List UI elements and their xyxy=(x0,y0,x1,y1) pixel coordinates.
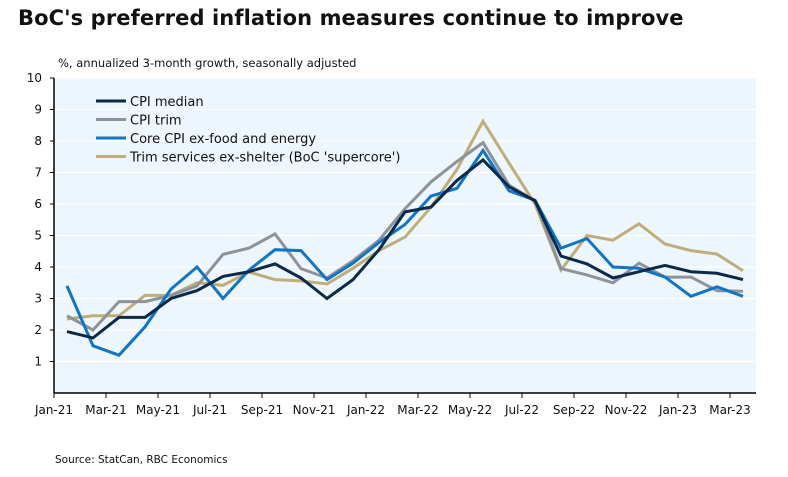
x-tick-label: Sep-21 xyxy=(241,403,283,417)
y-axis-ticks: 1 2 3 4 5 6 7 8 9 10 xyxy=(27,71,54,369)
x-tick-label: May-21 xyxy=(136,403,180,417)
y-tick-label: 5 xyxy=(34,229,42,243)
x-tick-label: Jan-23 xyxy=(658,403,697,417)
legend-label: Core CPI ex-food and energy xyxy=(130,132,316,147)
x-tick-label: Nov-21 xyxy=(293,403,336,417)
y-tick-label: 8 xyxy=(34,134,42,148)
chart-subtitle: %, annualized 3-month growth, seasonally… xyxy=(58,56,357,70)
series-lines xyxy=(65,118,744,357)
x-tick-label: Mar-23 xyxy=(709,403,750,417)
y-tick-label: 3 xyxy=(34,292,42,306)
y-tick-label: 7 xyxy=(34,166,42,180)
legend-label: Trim services ex-shelter (BoC 'supercore… xyxy=(129,151,400,166)
y-tick-label: 9 xyxy=(34,103,42,117)
series-line-2 xyxy=(65,147,744,357)
x-tick-label: Sep-22 xyxy=(553,403,595,417)
x-tick-label: Jul-21 xyxy=(192,403,227,417)
source-note: Source: StatCan, RBC Economics xyxy=(55,454,228,466)
x-tick-label: Jan-21 xyxy=(34,403,73,417)
y-tick-label: 10 xyxy=(27,71,42,85)
y-tick-label: 6 xyxy=(34,197,42,211)
series-line-1 xyxy=(66,140,744,332)
x-axis-ticks: Jan-21 Mar-21 May-21 Jul-21 Sep-21 Nov-21 Jan-… xyxy=(34,393,751,417)
x-tick-label: May-22 xyxy=(448,403,492,417)
legend: CPI median CPI trim Core CPI ex-food and e… xyxy=(96,95,400,166)
series-line-0 xyxy=(66,157,744,340)
y-tick-label: 1 xyxy=(34,355,42,369)
x-tick-label: Nov-22 xyxy=(605,403,648,417)
chart-title: BoC's preferred inflation measures conti… xyxy=(18,6,684,30)
x-tick-label: Jul-22 xyxy=(504,403,539,417)
y-tick-label: 4 xyxy=(34,260,42,274)
x-tick-label: Mar-21 xyxy=(85,403,126,417)
legend-label: CPI median xyxy=(130,95,204,110)
y-tick-label: 2 xyxy=(34,323,42,337)
legend-label: CPI trim xyxy=(130,114,182,129)
x-tick-label: Mar-22 xyxy=(397,403,438,417)
x-tick-label: Jan-22 xyxy=(346,403,385,417)
